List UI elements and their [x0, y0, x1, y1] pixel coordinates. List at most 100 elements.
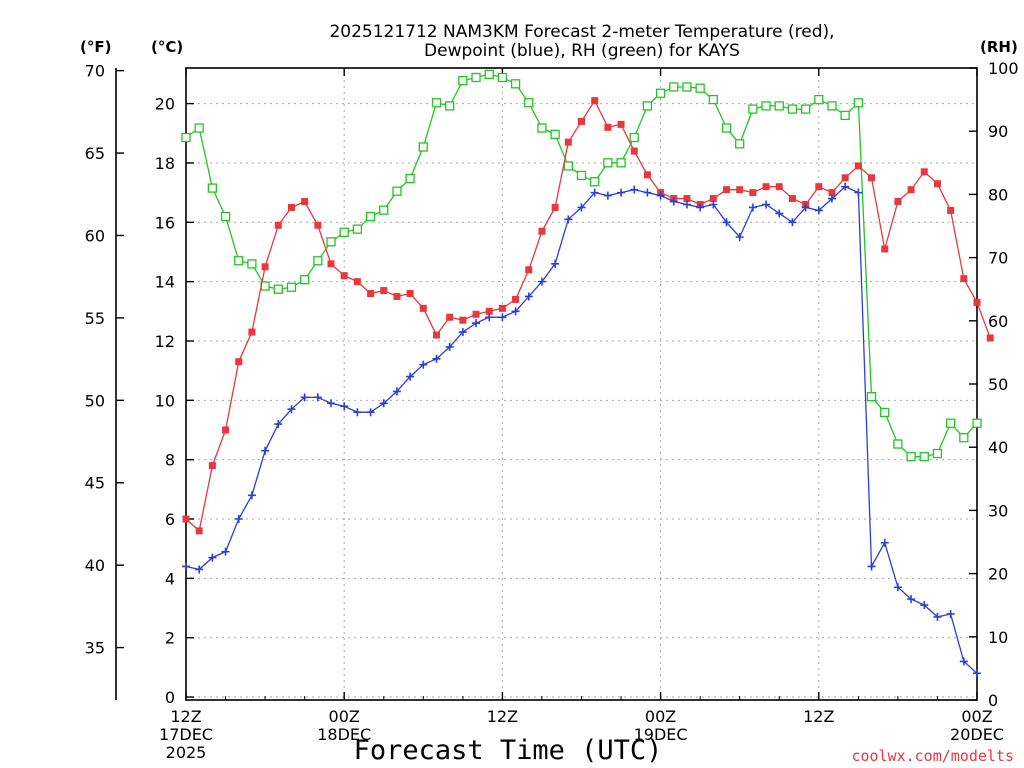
celsius-tick-label: 16	[155, 213, 175, 232]
dewpoint-point	[907, 595, 916, 604]
rh-point	[234, 256, 244, 266]
rh-point	[497, 72, 508, 83]
temperature-point	[551, 203, 559, 211]
celsius-tick-label: 20	[155, 95, 175, 114]
temperature-point	[736, 186, 744, 194]
temperature-point	[525, 266, 533, 274]
dewpoint-point	[630, 185, 639, 194]
temperature-point	[498, 304, 506, 312]
rh-point	[524, 98, 534, 108]
temperature-point	[617, 120, 625, 128]
rh-point	[365, 211, 376, 222]
dewpoint-point	[814, 206, 823, 215]
dewpoint-line	[185, 185, 978, 674]
temperature-point	[538, 227, 546, 235]
temperature-point	[578, 117, 585, 125]
dewpoint-point	[590, 188, 599, 197]
temperature-point	[301, 198, 309, 206]
dewpoint-point	[379, 399, 388, 408]
temperature-point	[933, 180, 941, 188]
rh-point	[721, 123, 732, 133]
time-tick-label: 2025	[166, 743, 207, 762]
temperature-point	[195, 527, 203, 535]
rh-point	[405, 173, 415, 184]
dewpoint-point	[366, 408, 375, 417]
temperature-point	[788, 195, 796, 203]
rh-point	[919, 452, 929, 462]
rh-point	[669, 82, 679, 92]
rh-unit-label: (RH)	[980, 38, 1018, 56]
rh-point	[642, 101, 653, 111]
rh-point	[945, 418, 956, 428]
dewpoint-point	[973, 669, 981, 678]
temperature-point	[947, 206, 955, 214]
temperature-point	[775, 183, 783, 191]
temperature-point	[723, 186, 731, 194]
dewpoint-point	[287, 405, 296, 414]
time-tick-label: 00Z	[961, 707, 992, 726]
temperature-point	[380, 287, 388, 295]
rh-point	[748, 104, 758, 114]
fahrenheit-tick-label: 35	[85, 639, 105, 658]
dewpoint-point	[327, 399, 336, 408]
dewpoint-point	[933, 612, 942, 621]
time-tick-label: 12Z	[170, 707, 201, 726]
rh-point	[181, 132, 191, 143]
rh-point	[800, 104, 811, 114]
temperature-point	[881, 245, 889, 253]
dewpoint-point	[920, 601, 929, 610]
time-tick-label: 00Z	[329, 707, 360, 726]
celsius-tick-label: 10	[155, 391, 175, 410]
rh-series	[181, 69, 982, 462]
temperature-series	[182, 97, 994, 535]
rh-point	[563, 161, 573, 171]
dewpoint-point	[893, 583, 902, 592]
rh-point	[379, 205, 389, 215]
dewpoint-point	[524, 292, 533, 301]
chart-title-line-1: 2025121712 NAM3KM Forecast 2-meter Tempe…	[329, 22, 834, 42]
temperature-point	[604, 123, 612, 131]
temperature-point	[907, 186, 915, 194]
rh-point	[247, 259, 257, 269]
rh-tick-label: 0	[988, 691, 998, 710]
rh-point	[708, 94, 718, 105]
dewpoint-point	[841, 182, 850, 191]
rh-tick-label: 100	[988, 59, 1019, 78]
dewpoint-point	[247, 491, 256, 500]
dewpoint-point	[313, 393, 322, 402]
rh-point	[972, 418, 982, 428]
rh-point	[194, 123, 204, 133]
rh-point	[418, 142, 428, 152]
dewpoint-point	[300, 393, 309, 402]
celsius-tick-label: 6	[165, 510, 175, 529]
rh-point	[286, 282, 297, 292]
rh-tick-label: 80	[988, 185, 1008, 204]
dewpoint-point	[406, 372, 415, 381]
rh-point	[550, 129, 560, 140]
temperature-point	[920, 168, 928, 176]
time-tick-label: 20DEC	[950, 725, 1004, 744]
rh-point	[207, 183, 218, 193]
celsius-tick-label: 2	[165, 629, 175, 648]
dewpoint-point	[775, 209, 784, 218]
rh-tick-label: 60	[988, 312, 1008, 331]
dewpoint-point	[419, 360, 428, 369]
dewpoint-point	[392, 387, 401, 396]
celsius-tick-label: 18	[155, 154, 175, 173]
temperature-point	[472, 310, 480, 318]
temperature-line	[185, 99, 991, 533]
rh-tick-label: 70	[988, 249, 1008, 268]
dewpoint-point	[656, 191, 665, 200]
dewpoint-series	[182, 182, 981, 678]
celsius-axis: 0 2 4 6 8 10 12 14 16 18 20	[155, 95, 194, 707]
dewpoint-point	[669, 197, 678, 206]
dewpoint-point	[867, 562, 876, 571]
temperature-point	[314, 221, 322, 229]
dewpoint-point	[946, 609, 955, 618]
rh-point	[484, 69, 494, 79]
fahrenheit-tick-label: 70	[85, 62, 105, 81]
rh-point	[471, 72, 481, 83]
rh-point	[458, 75, 468, 86]
temperature-point	[287, 203, 295, 211]
